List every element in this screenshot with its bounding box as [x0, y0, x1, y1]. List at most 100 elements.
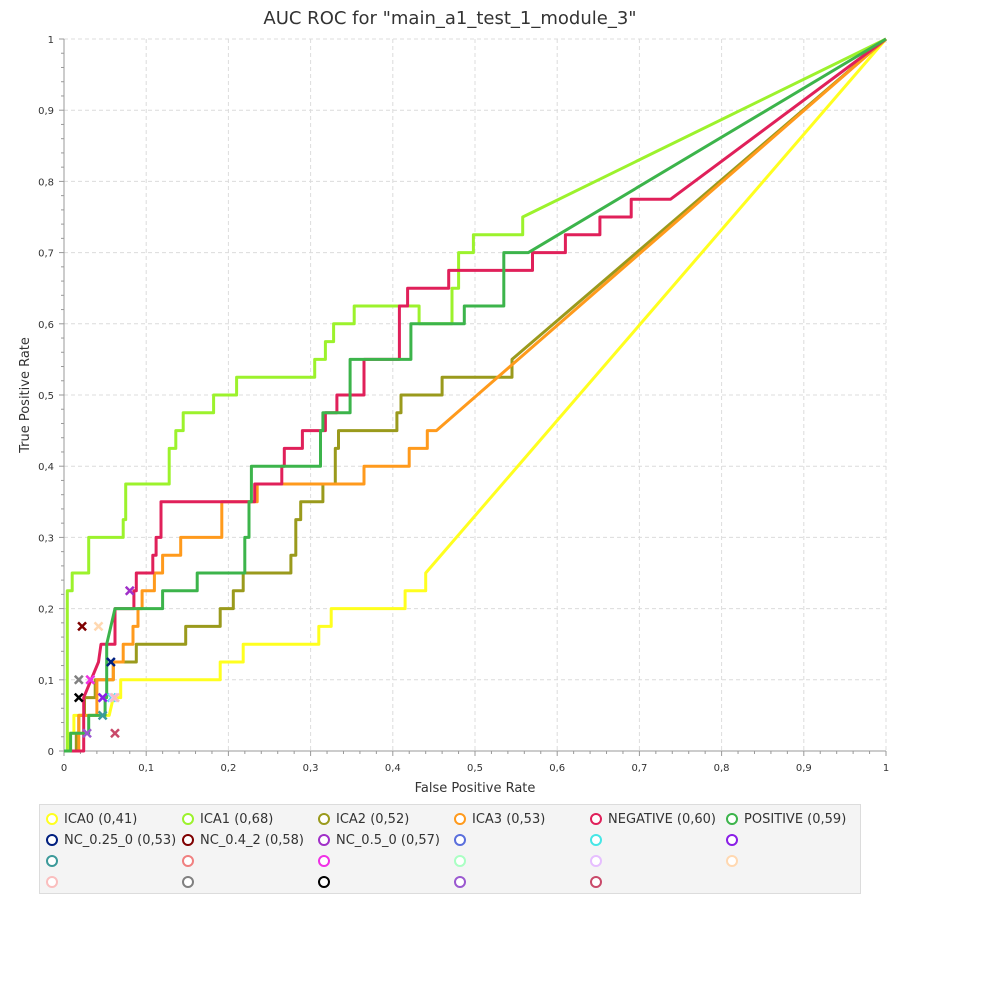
legend-swatch-icon — [590, 834, 602, 846]
legend-swatch-icon — [46, 813, 58, 825]
legend-swatch-icon — [46, 855, 58, 867]
threshold-marker — [77, 621, 87, 632]
legend-entry[interactable] — [182, 853, 200, 869]
y-axis-label: True Positive Rate — [18, 337, 33, 454]
legend-entry[interactable] — [318, 853, 336, 869]
legend-label: NC_0.5_0 (0,57) — [336, 832, 440, 848]
legend-entry[interactable] — [182, 874, 200, 890]
threshold-marker — [82, 728, 92, 739]
legend-swatch-icon — [318, 876, 330, 888]
legend-entry[interactable] — [726, 853, 744, 869]
legend-entry[interactable] — [590, 853, 608, 869]
legend-entry[interactable]: NEGATIVE (0,60) — [590, 811, 716, 827]
legend-entry[interactable] — [590, 874, 608, 890]
marker-stroke — [110, 692, 120, 703]
legend-label: ICA3 (0,53) — [472, 811, 546, 827]
y-tick-label: 0,3 — [38, 533, 54, 544]
y-tick-label: 0,7 — [38, 249, 54, 260]
legend-swatch-icon — [182, 834, 194, 846]
legend-swatch-icon — [454, 876, 466, 888]
axes: 0 0,1 0,2 0,3 0,4 0,5 0,6 0,7 0,8 0,9 1 0 0,1 0,2 0,3 0… — [38, 35, 889, 774]
marker-stroke — [77, 621, 87, 632]
legend-label: ICA2 (0,52) — [336, 811, 410, 827]
y-tick-label: 0,2 — [38, 605, 54, 616]
legend-swatch-icon — [590, 876, 602, 888]
legend-entry[interactable]: NC_0.5_0 (0,57) — [318, 832, 440, 848]
legend-swatch-icon — [46, 876, 58, 888]
x-tick-label: 0,7 — [631, 763, 647, 774]
x-tick-label: 0,6 — [549, 763, 565, 774]
legend-swatch-icon — [182, 876, 194, 888]
threshold-marker — [97, 692, 108, 703]
legend-entry[interactable]: ICA0 (0,41) — [46, 811, 137, 827]
series-line — [64, 37, 887, 753]
legend-entry[interactable]: POSITIVE (0,59) — [726, 811, 846, 827]
marker-stroke — [97, 692, 108, 703]
y-tick-label: 0 — [48, 747, 54, 758]
legend-swatch-icon — [454, 855, 466, 867]
legend-entry[interactable]: NC_0.4_2 (0,58) — [182, 832, 304, 848]
x-tick-label: 0,5 — [467, 763, 483, 774]
marker-stroke — [82, 728, 92, 739]
y-tick-label: 1 — [48, 35, 54, 46]
threshold-marker — [124, 585, 135, 596]
marker-stroke — [73, 692, 84, 703]
y-tick-label: 0,1 — [38, 676, 54, 687]
legend-entry[interactable] — [454, 853, 472, 869]
threshold-marker — [93, 621, 104, 632]
series-line — [64, 37, 887, 753]
legend: ICA0 (0,41) ICA1 (0,68) ICA2 (0,52) ICA3 (0… — [39, 804, 861, 894]
x-tick-label: 1 — [883, 763, 889, 774]
legend-entry[interactable] — [590, 832, 608, 848]
legend-entry[interactable]: ICA3 (0,53) — [454, 811, 545, 827]
series-lines — [64, 37, 888, 753]
legend-entry[interactable] — [46, 874, 64, 890]
threshold-marker — [97, 710, 108, 721]
legend-swatch-icon — [590, 855, 602, 867]
legend-label: POSITIVE (0,59) — [744, 811, 847, 827]
threshold-markers — [73, 585, 135, 739]
legend-entry[interactable] — [454, 874, 472, 890]
legend-label: NEGATIVE (0,60) — [608, 811, 716, 827]
legend-label: ICA1 (0,68) — [200, 811, 274, 827]
x-axis-label: False Positive Rate — [415, 781, 536, 796]
threshold-marker — [73, 692, 84, 703]
legend-swatch-icon — [318, 855, 330, 867]
y-tick-label: 0,9 — [38, 106, 54, 117]
marker-stroke — [110, 728, 120, 739]
x-tick-label: 0,3 — [303, 763, 319, 774]
threshold-marker — [73, 674, 84, 685]
legend-swatch-icon — [454, 834, 466, 846]
x-tick-label: 0 — [61, 763, 67, 774]
threshold-marker — [110, 728, 120, 739]
legend-label: NC_0.25_0 (0,53) — [64, 832, 177, 848]
series-line — [64, 37, 887, 753]
legend-entry[interactable] — [318, 874, 336, 890]
legend-entry[interactable]: ICA2 (0,52) — [318, 811, 409, 827]
legend-entry[interactable] — [454, 832, 472, 848]
legend-swatch-icon — [454, 813, 466, 825]
legend-entry[interactable] — [726, 832, 744, 848]
y-tick-label: 0,8 — [38, 177, 54, 188]
marker-stroke — [85, 674, 96, 685]
legend-entry[interactable]: ICA1 (0,68) — [182, 811, 273, 827]
x-tick-label: 0,1 — [138, 763, 154, 774]
series-line — [64, 37, 887, 753]
y-tick-label: 0,5 — [38, 391, 54, 402]
series-line — [64, 37, 887, 753]
legend-swatch-icon — [726, 834, 738, 846]
legend-entry[interactable] — [46, 853, 64, 869]
legend-entry[interactable]: NC_0.25_0 (0,53) — [46, 832, 176, 848]
y-tick-label: 0,4 — [38, 462, 54, 473]
marker-stroke — [124, 585, 135, 596]
series-line — [64, 38, 888, 753]
marker-stroke — [73, 674, 84, 685]
legend-label: ICA0 (0,41) — [64, 811, 138, 827]
x-tick-label: 0,4 — [385, 763, 401, 774]
x-tick-label: 0,2 — [220, 763, 236, 774]
legend-swatch-icon — [182, 813, 194, 825]
legend-label: NC_0.4_2 (0,58) — [200, 832, 304, 848]
threshold-marker — [85, 674, 96, 685]
legend-swatch-icon — [726, 855, 738, 867]
